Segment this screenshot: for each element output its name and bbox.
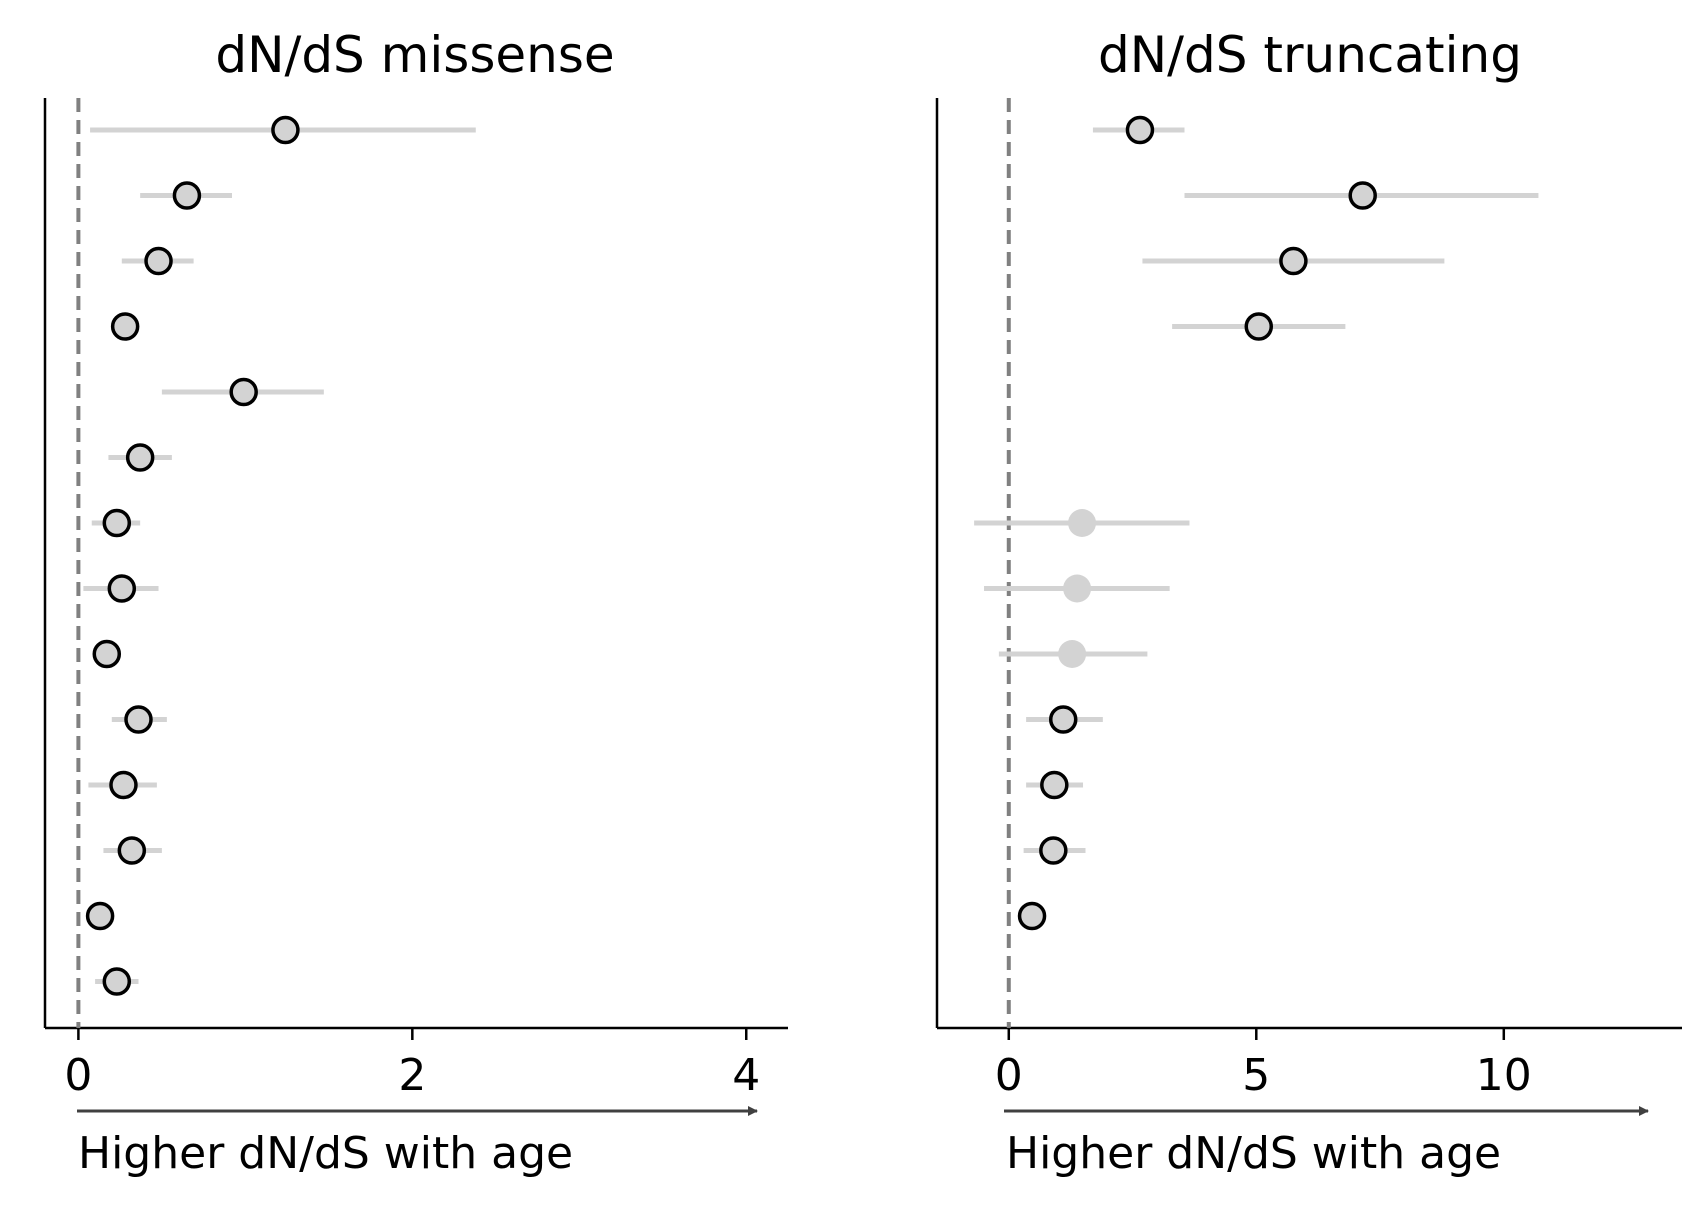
- data-point: [1048, 705, 1078, 734]
- data-marks: [974, 98, 1539, 1028]
- x-tick-label: 0: [64, 1050, 92, 1101]
- data-point: [92, 639, 122, 669]
- panel-truncating: dN/dS truncating 0 5 10 Higher dN/dS with …: [935, 26, 1682, 1179]
- x-ticks: 0 2 4: [64, 1028, 760, 1101]
- data-point: [110, 312, 140, 341]
- panel-title: dN/dS truncating: [1098, 26, 1522, 84]
- data-point: [1068, 509, 1097, 537]
- x-tick-label: 4: [732, 1050, 760, 1101]
- data-point: [1279, 246, 1308, 276]
- data-point: [1125, 115, 1155, 145]
- x-tick-label: 10: [1476, 1050, 1532, 1101]
- x-tick-label: 5: [1242, 1050, 1270, 1101]
- data-point: [124, 705, 153, 734]
- x-axis-label: Higher dN/dS with age: [78, 1128, 573, 1179]
- data-point: [144, 246, 173, 276]
- x-tick-label: 0: [995, 1050, 1023, 1101]
- data-point: [1063, 574, 1092, 603]
- data-point: [1058, 640, 1087, 668]
- data-point: [229, 377, 258, 407]
- x-tick-label: 2: [398, 1050, 426, 1101]
- data-point: [117, 836, 147, 865]
- panel-missense: dN/dS missense 0 2 4 Higher dN/dS with age: [43, 26, 788, 1179]
- data-point: [1244, 312, 1274, 341]
- data-marks: [76, 98, 476, 1028]
- data-point: [102, 508, 132, 538]
- x-ticks: 0 5 10: [995, 1028, 1532, 1101]
- x-axis-label: Higher dN/dS with age: [1006, 1128, 1501, 1179]
- data-point: [1039, 836, 1068, 865]
- data-point: [1040, 770, 1069, 800]
- data-point: [107, 574, 137, 603]
- data-point: [271, 115, 300, 145]
- data-point: [125, 443, 155, 472]
- data-point: [109, 770, 138, 800]
- data-point: [102, 967, 132, 996]
- panel-title: dN/dS missense: [215, 26, 614, 84]
- data-point: [85, 901, 115, 931]
- data-point: [1017, 901, 1047, 931]
- data-point: [1348, 181, 1377, 210]
- data-point: [172, 181, 202, 210]
